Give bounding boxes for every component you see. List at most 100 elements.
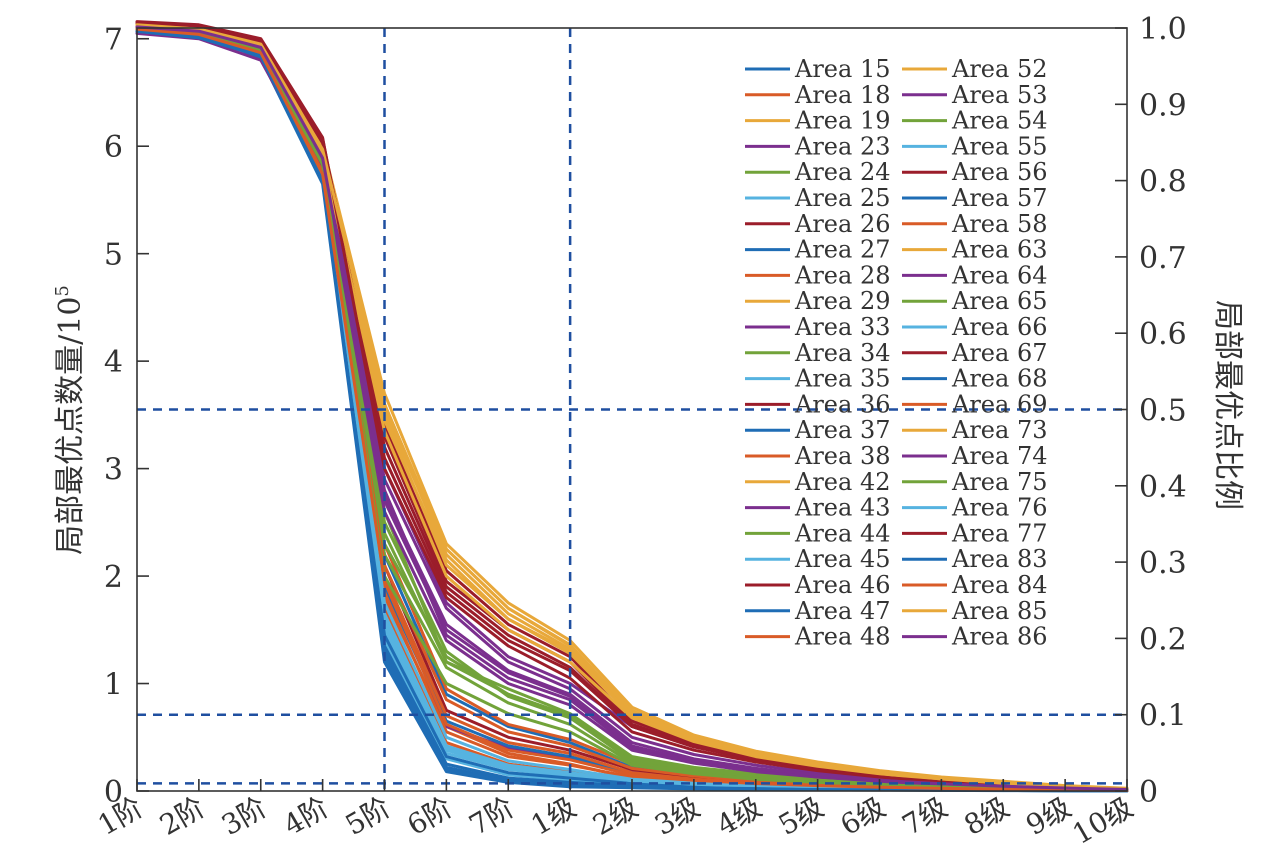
legend-item: Area 52 (902, 55, 1047, 83)
legend-label: Area 38 (794, 442, 890, 470)
legend-label: Area 18 (794, 81, 890, 109)
legend-item: Area 29 (745, 287, 890, 315)
series-line-area-86 (135, 25, 1129, 791)
legend-label: Area 56 (951, 158, 1047, 186)
legend-label: Area 28 (794, 261, 890, 289)
y-tick-label-right: 0.2 (1139, 622, 1187, 657)
legend-item: Area 34 (745, 339, 890, 367)
legend-item: Area 43 (745, 494, 890, 522)
legend-label: Area 48 (794, 623, 890, 651)
legend-item: Area 65 (902, 287, 1047, 315)
y-tick-label-right: 0.5 (1139, 394, 1187, 429)
legend-label: Area 86 (951, 623, 1047, 651)
legend-item: Area 57 (902, 184, 1047, 212)
legend-label: Area 74 (951, 442, 1047, 470)
y-tick-label-left: 1 (104, 668, 123, 703)
legend-item: Area 23 (745, 132, 890, 160)
legend-label: Area 77 (951, 519, 1047, 547)
legend-item: Area 36 (745, 390, 890, 418)
y-axis-label-left: 局部最优点数量/105 (52, 285, 88, 555)
y-tick-label-right: 0.1 (1139, 699, 1187, 734)
y-axis-left: 0 1 2 3 4 5 6 7 (104, 23, 149, 810)
legend-label: Area 64 (951, 261, 1047, 289)
legend-label: Area 85 (951, 597, 1047, 625)
legend-label: Area 68 (951, 365, 1047, 393)
y-axis-right: 0 0.1 0.2 0.3 0.4 0.5 0.6 0.7 0.8 0.9 1.0 (1115, 12, 1187, 810)
legend-item: Area 37 (745, 416, 890, 444)
legend-label: Area 67 (951, 339, 1047, 367)
y-tick-label-right: 0.7 (1139, 241, 1187, 276)
y-axis-label-left-superscript: 5 (52, 285, 73, 296)
legend-label: Area 76 (951, 494, 1047, 522)
legend-item: Area 83 (902, 545, 1047, 573)
legend-item: Area 58 (902, 210, 1047, 238)
y-tick-label-left: 4 (104, 345, 123, 380)
legend-label: Area 84 (951, 571, 1047, 599)
y-axis-label-right: 局部最优点比例 (1210, 300, 1245, 510)
legend-item: Area 15 (745, 55, 890, 83)
y-tick-label-right: 0.8 (1139, 165, 1187, 200)
legend-label: Area 52 (951, 55, 1047, 83)
legend-item: Area 25 (745, 184, 890, 212)
y-tick-label-right: 0.9 (1139, 88, 1187, 123)
y-tick-label-left: 6 (104, 130, 123, 165)
legend-label: Area 73 (951, 416, 1047, 444)
legend-label: Area 43 (794, 494, 890, 522)
legend-item: Area 24 (745, 158, 890, 186)
legend-label: Area 29 (794, 287, 890, 315)
y-tick-label-left: 5 (104, 238, 123, 273)
legend-item: Area 56 (902, 158, 1047, 186)
y-tick-label-right: 0.4 (1139, 470, 1187, 505)
legend-label: Area 42 (794, 468, 890, 496)
legend-item: Area 33 (745, 313, 890, 341)
legend-label: Area 65 (951, 287, 1047, 315)
legend-item: Area 77 (902, 519, 1047, 547)
legend-item: Area 27 (745, 236, 890, 264)
y-axis-label-left-text: 局部最优点数量/10 (53, 297, 88, 555)
legend-label: Area 69 (951, 390, 1047, 418)
legend-label: Area 63 (951, 236, 1047, 264)
y-tick-label-right: 0 (1139, 775, 1158, 810)
legend-label: Area 75 (951, 468, 1047, 496)
series-line-area-84 (135, 27, 1129, 792)
legend-item: Area 45 (745, 545, 890, 573)
legend-label: Area 55 (951, 132, 1047, 160)
legend-label: Area 25 (794, 184, 890, 212)
legend-label: Area 24 (794, 158, 890, 186)
y-tick-label-left: 7 (104, 23, 123, 58)
legend-item: Area 69 (902, 390, 1047, 418)
legend-label: Area 44 (794, 519, 890, 547)
legend-item: Area 44 (745, 519, 890, 547)
y-tick-label-right: 1.0 (1139, 12, 1187, 47)
legend-item: Area 74 (902, 442, 1047, 470)
legend-item: Area 86 (902, 623, 1047, 651)
legend-label: Area 19 (794, 107, 890, 135)
legend-label: Area 46 (794, 571, 890, 599)
legend-item: Area 75 (902, 468, 1047, 496)
legend-item: Area 46 (745, 571, 890, 599)
reference-lines (137, 28, 1127, 791)
legend-label: Area 58 (951, 210, 1047, 238)
legend-item: Area 53 (902, 81, 1047, 109)
legend-item: Area 54 (902, 107, 1047, 135)
y-tick-label-right: 0.3 (1139, 546, 1187, 581)
legend-label: Area 23 (794, 132, 890, 160)
legend-item: Area 42 (745, 468, 890, 496)
legend-label: Area 83 (951, 545, 1047, 573)
legend-item: Area 64 (902, 261, 1047, 289)
legend-label: Area 47 (794, 597, 890, 625)
legend-label: Area 37 (794, 416, 890, 444)
legend-label: Area 54 (951, 107, 1047, 135)
y-tick-label-right: 0.6 (1139, 317, 1187, 352)
legend-item: Area 66 (902, 313, 1047, 341)
legend-item: Area 76 (902, 494, 1047, 522)
legend-label: Area 45 (794, 545, 890, 573)
legend-item: Area 28 (745, 261, 890, 289)
legend-label: Area 35 (794, 365, 890, 393)
legend-item: Area 85 (902, 597, 1047, 625)
series-line-area-85 (135, 23, 1129, 791)
legend-label: Area 53 (951, 81, 1047, 109)
